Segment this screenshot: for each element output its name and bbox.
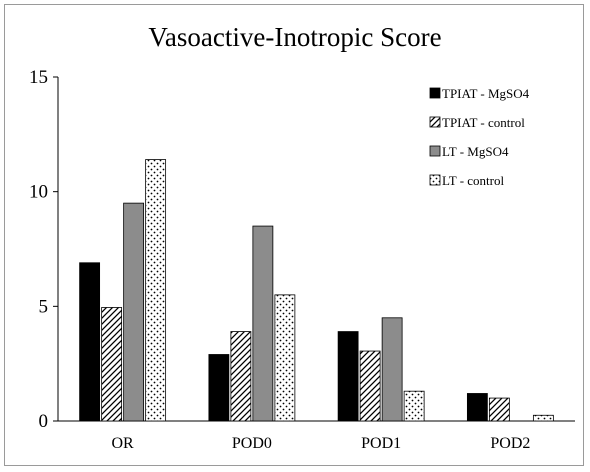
bar-pod2-series-0 <box>466 393 488 422</box>
x-tick-label: POD2 <box>490 435 530 452</box>
y-tick-label: 10 <box>29 182 48 203</box>
y-tick-label: 0 <box>39 411 49 432</box>
legend-swatch <box>429 174 441 186</box>
axes: 0 5 10 15 OR POD0 POD1 POD2 <box>29 67 575 452</box>
bars <box>79 159 554 422</box>
x-tick-label: OR <box>112 435 135 452</box>
bar-pod1-series-2 <box>381 317 403 422</box>
legend-swatch <box>429 87 441 99</box>
legend-label: LT - MgSO4 <box>442 144 509 159</box>
bar-pod0-series-2 <box>252 225 274 422</box>
bar-pod1-series-0 <box>337 331 359 422</box>
bar-pod0-series-1 <box>230 331 252 422</box>
legend-label: TPIAT - MgSO4 <box>442 86 530 101</box>
bar-pod2-series-1 <box>488 397 510 422</box>
bar-or-series-3 <box>145 159 167 422</box>
bar-or-series-0 <box>79 262 101 422</box>
bar-pod0-series-0 <box>208 354 230 422</box>
legend-swatch <box>429 116 441 128</box>
y-tick-label: 15 <box>29 67 48 88</box>
y-tick-label: 5 <box>39 296 49 317</box>
legend: TPIAT - MgSO4 TPIAT - control LT - MgSO4 LT… <box>429 86 530 188</box>
chart-title: Vasoactive-Inotropic Score <box>148 22 441 52</box>
bar-pod1-series-1 <box>359 350 381 422</box>
bar-pod1-series-3 <box>403 390 425 422</box>
legend-label: TPIAT - control <box>442 115 525 130</box>
bar-pod0-series-3 <box>274 294 296 422</box>
legend-swatch <box>429 145 441 157</box>
bar-or-series-1 <box>101 307 123 422</box>
x-tick-label: POD0 <box>232 435 272 452</box>
bar-pod2-series-3 <box>532 414 554 422</box>
x-tick-label: POD1 <box>361 435 401 452</box>
legend-label: LT - control <box>442 173 504 188</box>
bar-or-series-2 <box>123 202 145 422</box>
